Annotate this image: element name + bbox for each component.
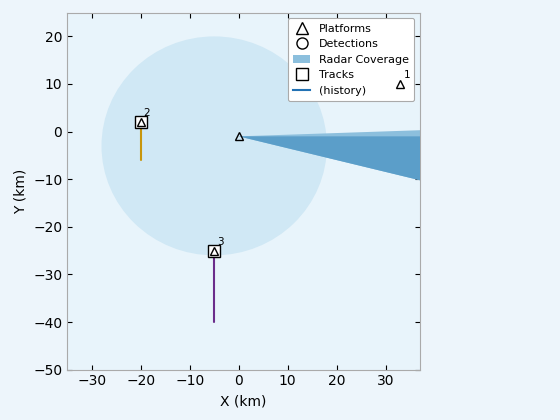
Wedge shape bbox=[239, 136, 435, 182]
Y-axis label: Y (km): Y (km) bbox=[13, 168, 27, 214]
X-axis label: X (km): X (km) bbox=[221, 394, 267, 408]
Wedge shape bbox=[239, 130, 435, 182]
Legend: Platforms, Detections, Radar Coverage, Tracks, (history): Platforms, Detections, Radar Coverage, T… bbox=[288, 18, 414, 102]
Text: 3: 3 bbox=[217, 237, 224, 247]
Text: 2: 2 bbox=[143, 108, 150, 118]
Circle shape bbox=[101, 37, 327, 255]
Text: 1: 1 bbox=[403, 70, 410, 80]
